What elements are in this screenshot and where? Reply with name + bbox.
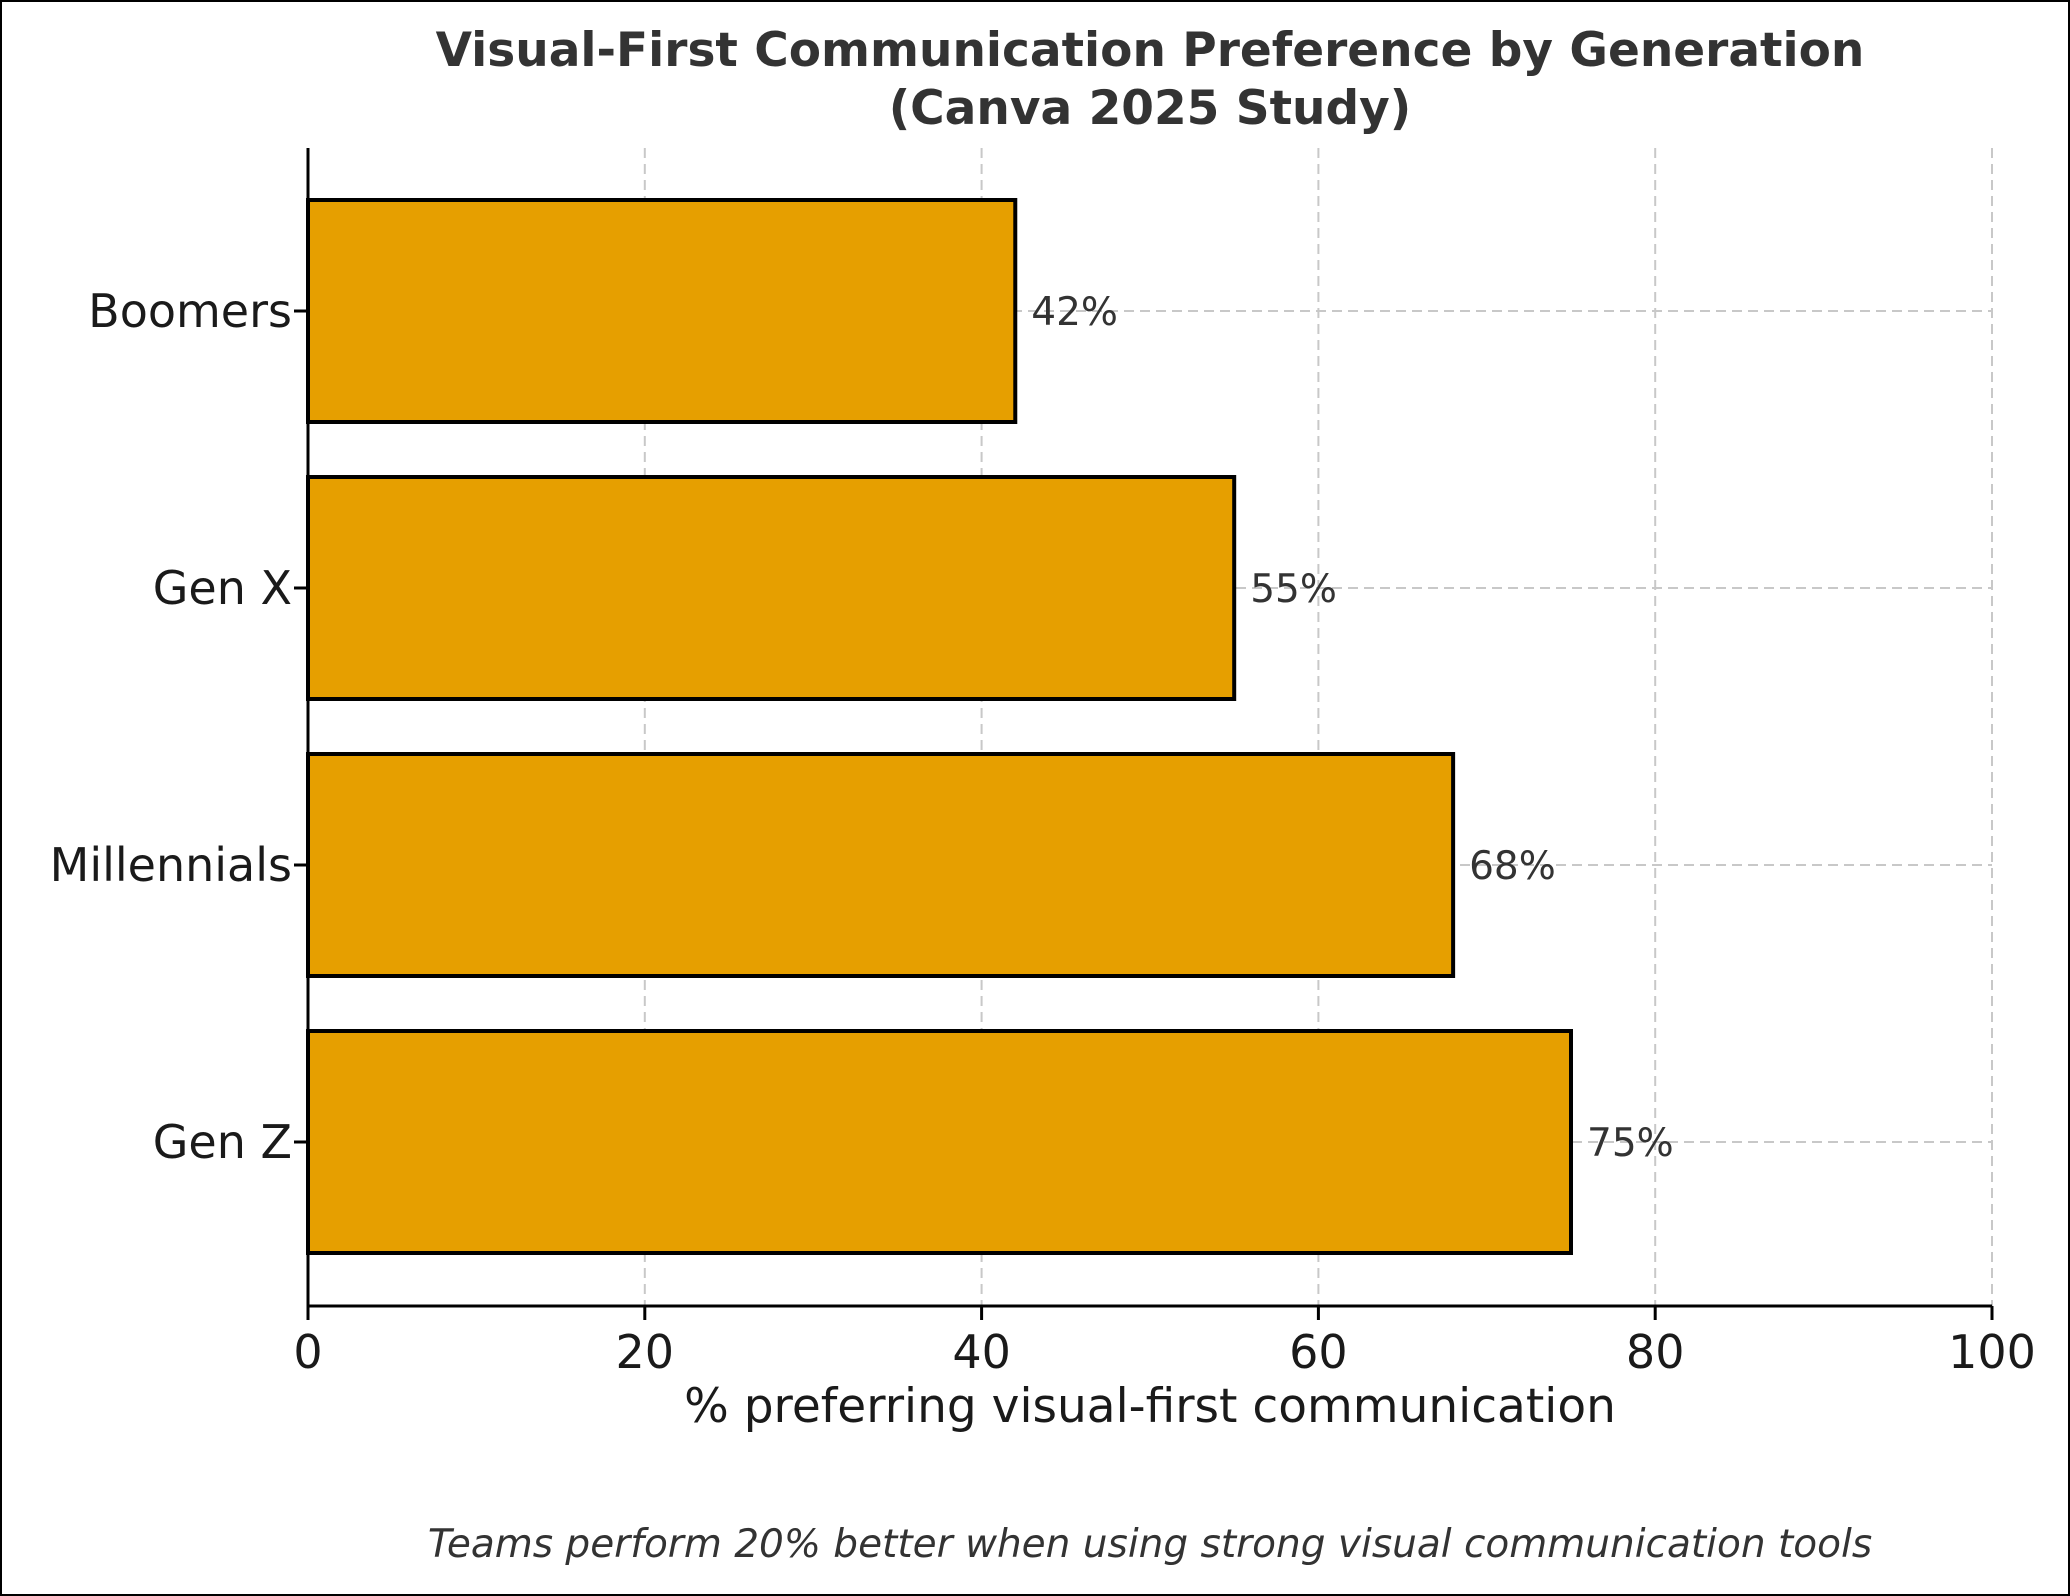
footnote: Teams perform 20% better when using stro… [428, 1522, 1872, 1567]
bar-gen-x [306, 475, 1237, 701]
data-label-millennials: 68% [1469, 844, 1556, 889]
data-label-gen-x: 55% [1250, 567, 1337, 612]
bar-boomers [306, 198, 1018, 424]
category-label-gen-x: Gen X [153, 561, 292, 615]
category-label-millennials: Millennials [50, 838, 292, 892]
x-tick-label-60: 60 [1289, 1325, 1348, 1379]
data-label-gen-z: 75% [1587, 1121, 1674, 1166]
x-tick-label-0: 0 [293, 1325, 322, 1379]
category-label-boomers: Boomers [88, 284, 292, 338]
x-tick-label-100: 100 [1948, 1325, 2036, 1379]
labels: 0 20 40 60 80 100 Gen Z 75% Millennials 68% Gen X 5… [50, 284, 2036, 1379]
x-tick-label-20: 20 [616, 1325, 675, 1379]
chart-title-line-2: (Canva 2025 Study) [889, 81, 1412, 136]
chart-title-line-1: Visual-First Communication Preference by… [436, 23, 1865, 78]
bar-millennials [306, 752, 1456, 978]
data-label-boomers: 42% [1031, 290, 1118, 335]
axes [294, 148, 1994, 1320]
x-tick-label-80: 80 [1626, 1325, 1685, 1379]
bar-gen-z [306, 1029, 1573, 1255]
x-tick-label-40: 40 [952, 1325, 1011, 1379]
category-label-gen-z: Gen Z [153, 1115, 292, 1169]
bars [306, 198, 1573, 1255]
x-axis-title: % preferring visual-first communication [684, 1379, 1616, 1434]
